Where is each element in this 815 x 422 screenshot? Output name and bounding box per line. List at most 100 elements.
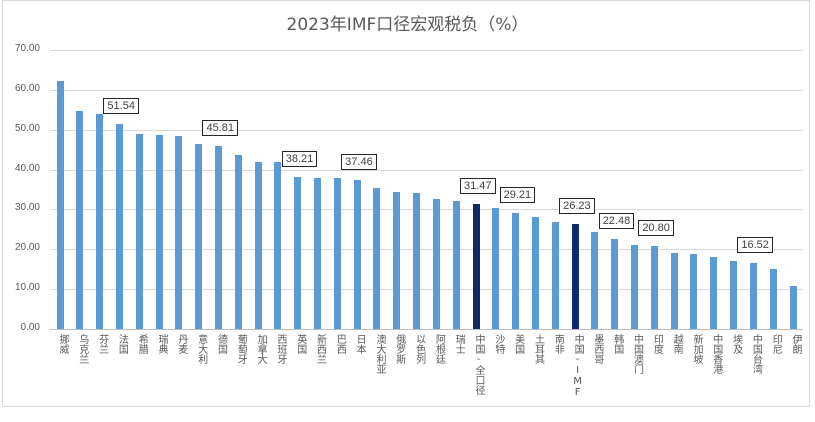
- x-tick-label: 丹麦: [175, 334, 187, 354]
- x-tick-label: 土耳其: [532, 334, 544, 364]
- y-tick-label: 60.00: [14, 82, 40, 94]
- bar: [175, 136, 183, 329]
- bar: [631, 244, 638, 329]
- bar: [76, 110, 84, 329]
- bar: [373, 187, 381, 329]
- x-tick-label: 加拿大: [255, 334, 267, 364]
- x-tick-label: 中国澳门: [631, 334, 643, 374]
- bar: [135, 134, 143, 329]
- y-tick-label: 20.00: [14, 242, 40, 254]
- x-tick-label: 芬兰: [96, 334, 108, 354]
- bar: [333, 178, 341, 329]
- y-tick-label: 70.00: [14, 43, 40, 54]
- x-tick-label: 阿根廷: [433, 334, 445, 364]
- y-tick-label: 30.00: [14, 202, 40, 214]
- x-tick-label: 中国台湾: [750, 334, 762, 374]
- x-tick-label: 以色列: [413, 334, 425, 364]
- x-tick-label: 新加坡: [690, 334, 702, 364]
- bar: [452, 201, 460, 329]
- bar: [195, 143, 203, 329]
- bar: [234, 155, 242, 329]
- data-label: 20.80: [638, 220, 674, 237]
- bar: [115, 123, 123, 329]
- y-tick-label: 50.00: [14, 122, 40, 134]
- data-label: 51.54: [103, 97, 139, 114]
- x-tick-label: 埃及: [730, 334, 742, 354]
- y-tick-label: 0.00: [20, 322, 40, 333]
- x-tick-label: 俄罗斯: [393, 334, 405, 364]
- bar: [274, 162, 282, 329]
- data-label: 37.46: [341, 153, 377, 170]
- x-tick-label: 印尼: [770, 334, 782, 354]
- x-tick-label: 澳大利亚: [373, 334, 385, 374]
- x-tick-label: 法国: [116, 334, 128, 354]
- bar: [611, 239, 619, 329]
- bar: [571, 224, 579, 329]
- gridline: [50, 289, 803, 291]
- x-tick-label: 沙特: [492, 334, 504, 354]
- bar: [512, 212, 520, 329]
- bar: [531, 217, 539, 329]
- bar: [155, 135, 163, 329]
- y-tick-label: 10.00: [14, 282, 40, 294]
- x-tick-label: 巴西: [334, 334, 346, 354]
- bar: [472, 203, 480, 329]
- gridline: [50, 129, 803, 131]
- x-axis-line: [50, 329, 803, 330]
- bar: [432, 199, 440, 329]
- x-tick-label: 墨西哥: [591, 334, 603, 364]
- bar: [314, 177, 322, 329]
- bar: [492, 208, 500, 329]
- bar: [670, 252, 678, 329]
- gridline: [50, 249, 803, 251]
- bar: [730, 261, 738, 329]
- x-tick-label: 韩国: [611, 334, 623, 354]
- gridline: [50, 50, 803, 51]
- bar: [690, 254, 698, 329]
- data-label: 22.48: [598, 213, 635, 230]
- bar: [551, 221, 559, 329]
- x-tick-label: 新西兰: [314, 334, 326, 364]
- x-tick-label: 日本: [354, 334, 366, 354]
- x-tick-label: 意大利: [195, 334, 207, 364]
- bar: [769, 268, 777, 329]
- x-tick-label: 伊朗: [790, 334, 801, 354]
- x-tick-label: 印度: [651, 334, 663, 354]
- x-tick-label: 南非: [552, 334, 564, 354]
- bar: [56, 81, 64, 329]
- x-tick-label: 瑞士: [453, 334, 465, 354]
- x-tick-label: 希腊: [136, 334, 148, 354]
- x-tick-label: 英国: [294, 334, 306, 354]
- x-tick-label: 德国: [215, 334, 227, 354]
- x-tick-label: 美国: [512, 334, 524, 354]
- chart-title: 2023年IMF口径宏观税负（%）: [286, 15, 529, 35]
- bar: [353, 179, 361, 329]
- x-tick-label: 乌克兰: [76, 334, 88, 364]
- bar: [710, 256, 718, 329]
- bar: [749, 263, 757, 329]
- gridline: [50, 89, 803, 91]
- gridline: [50, 169, 803, 171]
- x-tick-label: 葡萄牙: [235, 334, 247, 364]
- x-tick-label: 瑞典: [156, 334, 168, 354]
- x-tick-label: 中国香港: [710, 334, 722, 374]
- x-tick-label: 挪威: [57, 334, 68, 354]
- data-label: 31.47: [460, 177, 496, 194]
- bar: [650, 246, 658, 329]
- x-tick-label: 西班牙: [274, 334, 286, 364]
- bar: [294, 176, 302, 329]
- bar: [214, 146, 222, 329]
- bar: [789, 285, 797, 329]
- data-label: 16.52: [737, 237, 773, 254]
- gridline: [50, 209, 803, 211]
- data-label: 38.21: [281, 150, 318, 167]
- bar: [96, 114, 104, 329]
- x-tick-label: 越南: [671, 334, 683, 354]
- x-tick-label: 中国-全口径: [473, 334, 485, 395]
- bar: [413, 193, 421, 329]
- bar: [591, 231, 599, 329]
- bar: [254, 161, 262, 329]
- bar: [393, 192, 401, 329]
- y-tick-label: 40.00: [14, 162, 40, 174]
